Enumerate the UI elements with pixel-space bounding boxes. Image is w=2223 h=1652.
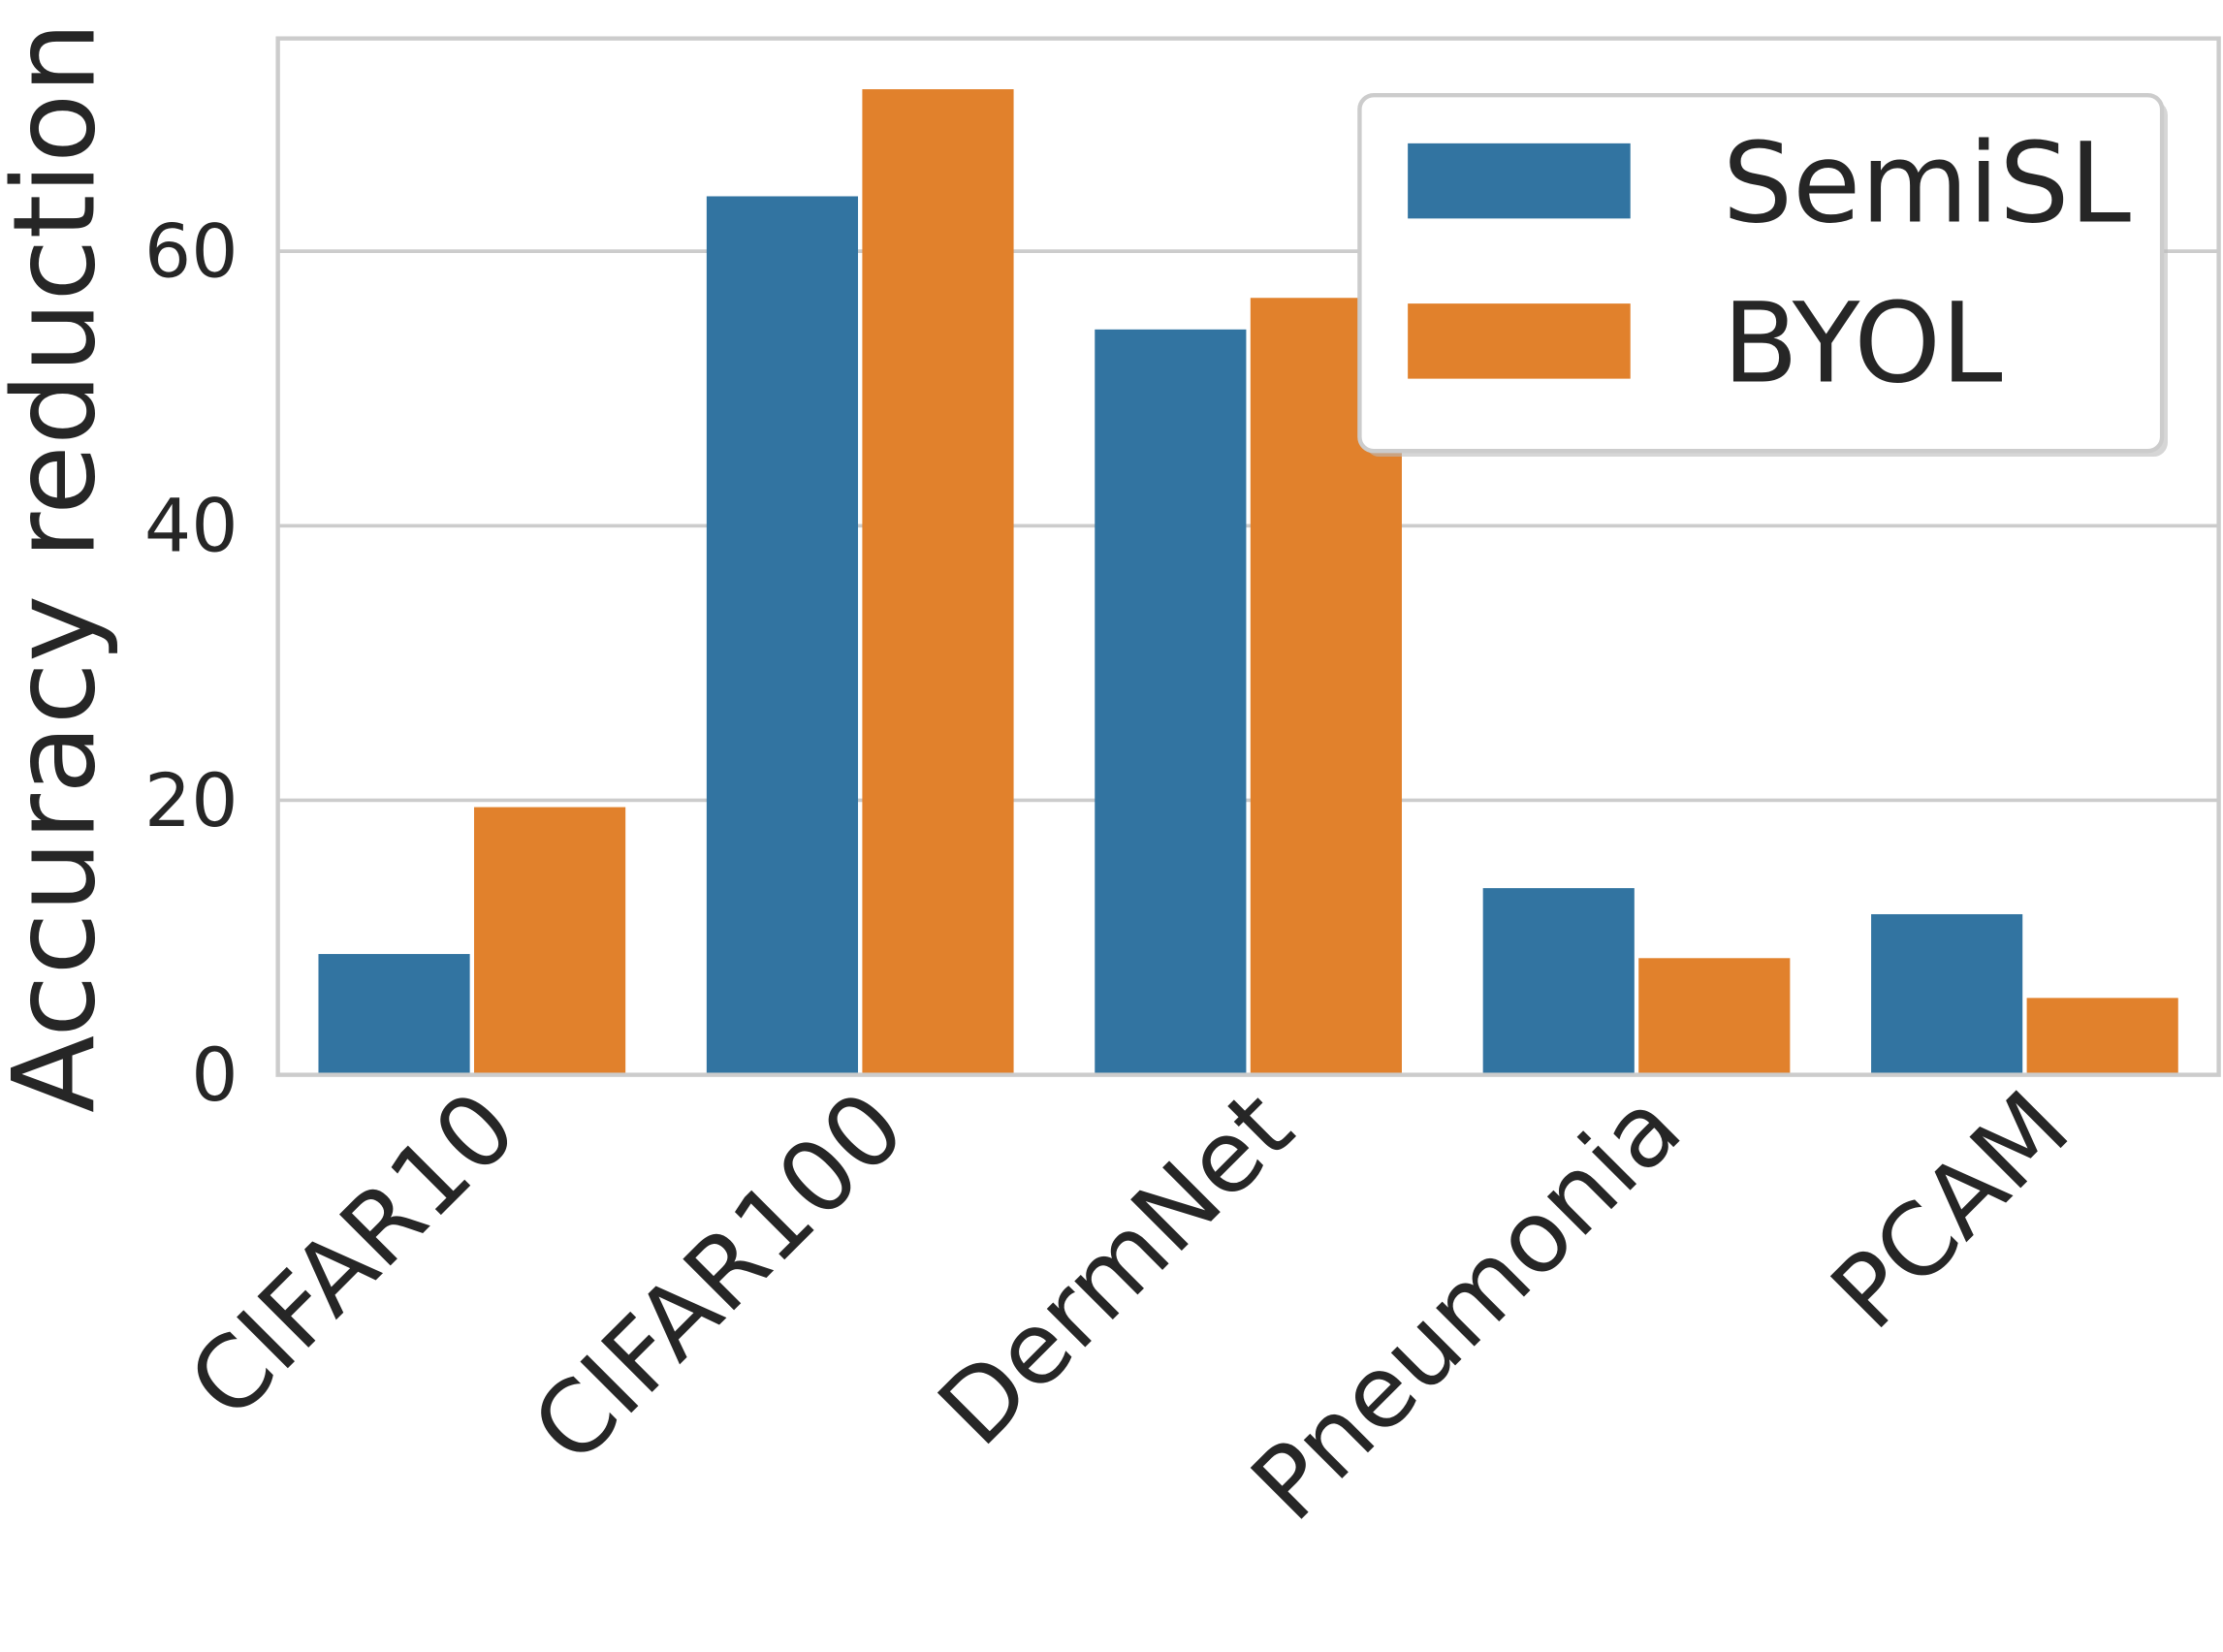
- plot-frame: [275, 36, 2221, 1077]
- y-tick-label: 60: [144, 207, 238, 294]
- bar-semisl-cifar100: [706, 196, 859, 1075]
- legend: SemiSL BYOL: [1357, 92, 2168, 458]
- bar-byol-cifar10: [474, 807, 626, 1075]
- x-tick-label: CIFAR100: [511, 1070, 927, 1486]
- y-axis-label: Accuracy reduction: [0, 21, 121, 1112]
- legend-swatch-byol: [1408, 303, 1631, 379]
- bar-semisl-pcam: [1871, 913, 2023, 1075]
- bar-byol-pcam: [2026, 998, 2178, 1075]
- bar-semisl-dermnet: [1095, 329, 1247, 1075]
- y-tick-label: 40: [144, 483, 238, 569]
- bar-byol-cifar100: [862, 89, 1014, 1075]
- y-tick-labels: 0 20 40 60: [144, 207, 238, 1118]
- x-tick-label: PCAM: [1810, 1070, 2091, 1351]
- x-tick-label: DermNet: [917, 1070, 1315, 1468]
- bar-semisl-pneumonia: [1482, 888, 1635, 1075]
- legend-swatch-semisl: [1408, 143, 1631, 219]
- bar-byol-pneumonia: [1638, 958, 1791, 1075]
- y-tick-label: 20: [144, 757, 238, 843]
- bars: [318, 89, 2178, 1075]
- legend-label: BYOL: [1723, 279, 2003, 408]
- x-tick-label: CIFAR10: [168, 1070, 539, 1442]
- y-tick-label: 0: [191, 1032, 238, 1118]
- bar-semisl-cifar10: [318, 954, 470, 1075]
- legend-label: SemiSL: [1723, 118, 2131, 247]
